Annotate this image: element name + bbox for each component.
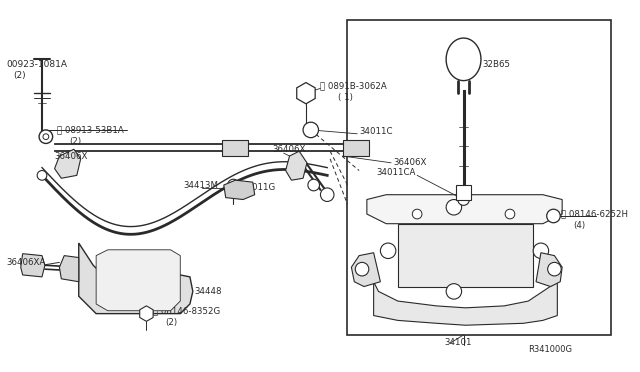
Text: 34101: 34101 (444, 338, 472, 347)
Polygon shape (222, 140, 248, 156)
Polygon shape (54, 149, 81, 178)
Text: 36406X: 36406X (54, 151, 88, 161)
Text: 36406X: 36406X (393, 158, 426, 167)
Circle shape (39, 130, 52, 144)
Polygon shape (79, 243, 193, 314)
Circle shape (308, 179, 319, 191)
Circle shape (127, 282, 147, 301)
Bar (346, 20, 611, 335)
Circle shape (303, 122, 319, 138)
Text: 36406XA: 36406XA (6, 258, 45, 267)
Text: Ⓞ 08913-53B1A: Ⓞ 08913-53B1A (58, 125, 124, 134)
Circle shape (228, 179, 239, 191)
Circle shape (43, 134, 49, 140)
Polygon shape (20, 254, 45, 277)
Circle shape (547, 209, 560, 223)
Polygon shape (342, 140, 369, 156)
Circle shape (505, 209, 515, 219)
Text: (2): (2) (69, 137, 81, 146)
Circle shape (321, 188, 334, 202)
Text: 00923-1081A: 00923-1081A (6, 60, 67, 69)
Text: 32B65: 32B65 (482, 60, 510, 69)
Text: 36406X: 36406X (272, 145, 305, 154)
Circle shape (458, 194, 469, 205)
Text: R341000G: R341000G (529, 345, 572, 354)
Polygon shape (456, 185, 471, 199)
Text: 34011C: 34011C (359, 127, 392, 137)
Text: 34448: 34448 (195, 287, 222, 296)
Polygon shape (398, 224, 533, 286)
Polygon shape (285, 151, 307, 180)
Circle shape (446, 284, 461, 299)
Polygon shape (297, 83, 315, 104)
Polygon shape (60, 256, 79, 282)
Text: ( 1): ( 1) (338, 93, 353, 102)
Polygon shape (96, 250, 180, 311)
Polygon shape (374, 282, 557, 325)
Circle shape (533, 243, 548, 259)
Text: 34011G: 34011G (241, 183, 275, 192)
Polygon shape (536, 253, 562, 286)
Text: (4): (4) (573, 221, 585, 230)
Text: Ⓑ 08146-6252H: Ⓑ 08146-6252H (561, 209, 628, 218)
Circle shape (412, 209, 422, 219)
Text: (2): (2) (164, 318, 177, 327)
Polygon shape (367, 195, 562, 224)
Text: 34011CA: 34011CA (376, 168, 416, 177)
Circle shape (548, 262, 561, 276)
Polygon shape (446, 38, 481, 81)
Text: (2): (2) (13, 71, 26, 80)
Polygon shape (224, 180, 255, 199)
Circle shape (133, 288, 141, 295)
Circle shape (355, 262, 369, 276)
Polygon shape (140, 306, 153, 321)
Circle shape (234, 186, 244, 196)
Circle shape (380, 243, 396, 259)
Circle shape (446, 199, 461, 215)
Text: 34413M: 34413M (183, 180, 218, 189)
Text: Ⓑ 08146-8352G: Ⓑ 08146-8352G (153, 306, 220, 315)
Polygon shape (351, 253, 380, 286)
Text: Ⓝ 0891B-3062A: Ⓝ 0891B-3062A (321, 81, 387, 90)
Circle shape (37, 170, 47, 180)
